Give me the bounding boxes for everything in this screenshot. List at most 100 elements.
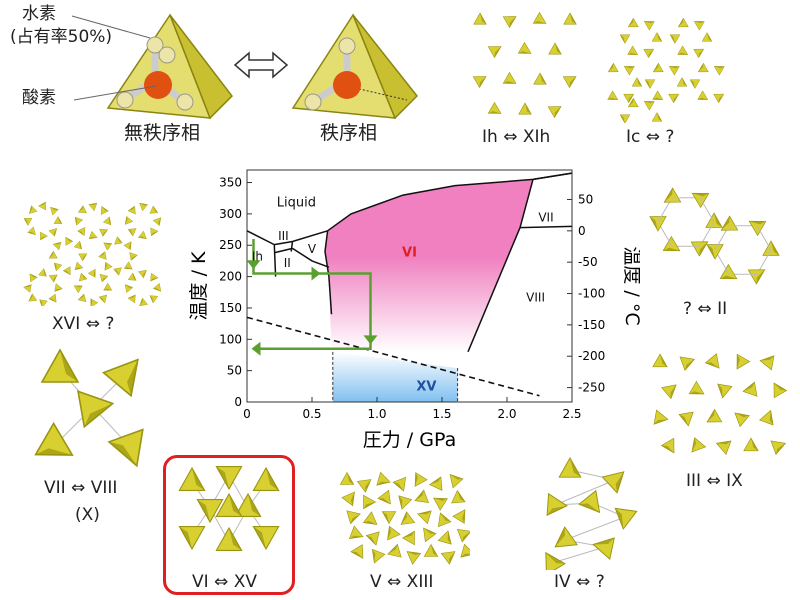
tetrahedron — [124, 284, 134, 294]
tetrahedron — [651, 112, 663, 122]
bond — [699, 197, 715, 223]
tetrahedron — [348, 525, 364, 540]
boundary-v-vi — [324, 230, 330, 277]
ic-q-label: Ic ⇔ ? — [626, 127, 675, 147]
tetrahedron — [27, 226, 36, 236]
ordered-phase-label: 秩序相 — [320, 122, 378, 144]
tetrahedron — [28, 293, 38, 302]
phase-vi-region — [325, 179, 533, 352]
tetrahedron — [669, 34, 681, 44]
tetrahedron — [48, 228, 58, 237]
ice-v-structure — [339, 471, 470, 565]
y-axis-label: 温度 / K — [188, 251, 210, 320]
ice-xvi-structure — [23, 201, 162, 306]
tetrahedron — [601, 471, 625, 494]
tetrahedron — [688, 380, 705, 395]
tetrahedron — [38, 268, 47, 277]
x-tick-label: 2.5 — [562, 407, 581, 421]
tetrahedron — [473, 12, 487, 25]
tetrahedron — [713, 66, 725, 76]
tetrahedron — [124, 215, 134, 225]
tetrahedron — [547, 106, 562, 119]
ice-iv-structure — [545, 457, 638, 570]
tetrahedron — [652, 62, 664, 73]
tetrahedron — [663, 187, 682, 203]
vii-viii-sub-label: (X) — [75, 505, 100, 525]
tetrahedron — [417, 510, 432, 525]
double-arrow-icon — [233, 51, 289, 79]
tetrahedron — [652, 353, 668, 368]
phase-label-xv: XV — [416, 380, 436, 395]
tetrahedron — [631, 77, 643, 87]
tetrahedron — [87, 268, 96, 278]
tetrahedron — [643, 48, 655, 59]
tetrahedron — [691, 192, 710, 209]
iv-q-label: IV ⇔ ? — [554, 572, 605, 592]
y-tick-label: 300 — [219, 207, 242, 221]
tetrahedron — [414, 472, 428, 487]
tetrahedron — [215, 492, 243, 517]
y2-tick-label: -250 — [578, 381, 605, 395]
phase-label-ii: II — [284, 256, 291, 270]
tetrahedron — [705, 212, 723, 228]
pointer-lines — [71, 15, 157, 101]
tetrahedron — [48, 293, 57, 303]
y2-tick-label: -50 — [578, 255, 598, 269]
tetrahedron — [234, 492, 262, 517]
tetrahedron — [693, 48, 705, 59]
tetrahedron — [401, 530, 415, 546]
tetrahedron — [662, 235, 681, 252]
tetrahedron — [78, 253, 88, 262]
y-tick-label: 350 — [219, 176, 242, 190]
tetrahedron — [28, 205, 38, 214]
tetrahedron — [423, 527, 437, 543]
tetrahedron — [546, 492, 568, 517]
tetrahedron — [363, 494, 377, 510]
x-tick-label: 0 — [243, 407, 251, 421]
tetrahedron — [149, 205, 159, 214]
tetrahedron — [65, 236, 74, 246]
tetrahedron — [743, 437, 759, 452]
tetrahedron — [433, 497, 448, 511]
tetrahedron — [48, 250, 58, 259]
phase-diagram: 0 0.5 1.0 1.5 2.0 2.5 0 50 100 150 200 250 300 350 50 0… — [188, 169, 640, 451]
tetrahedron — [127, 228, 137, 237]
boundary-order-disorder — [246, 316, 540, 397]
tetrahedron — [139, 202, 149, 212]
tetrahedron — [607, 90, 619, 100]
tetrahedron — [706, 408, 723, 423]
tetrahedron — [651, 32, 663, 42]
tetrahedron — [139, 297, 149, 306]
tetrahedron — [627, 17, 639, 28]
tetrahedron — [697, 62, 709, 73]
tetrahedron — [428, 476, 443, 491]
tetrahedron — [548, 42, 562, 55]
tetrahedron — [90, 298, 99, 306]
tetrahedron — [619, 34, 631, 44]
phase-label-vii: VII — [538, 210, 553, 224]
tetrahedron — [77, 390, 115, 429]
tetrahedron — [649, 216, 667, 232]
x-tick-label: 2.0 — [497, 407, 516, 421]
tetrahedron — [77, 205, 87, 214]
y-tick-label: 200 — [219, 270, 242, 284]
boundary-ii-vi — [328, 276, 333, 315]
tetrahedron — [460, 543, 470, 558]
tetrahedron — [100, 205, 109, 215]
tetrahedron — [773, 382, 788, 399]
bond — [756, 225, 772, 251]
tetrahedron — [614, 507, 638, 530]
y-tick-label: 100 — [219, 332, 242, 346]
tetrahedron — [677, 17, 689, 28]
tetrahedron — [502, 71, 517, 84]
x-tick-label: 0.5 — [302, 407, 321, 421]
tetrahedron — [387, 543, 402, 558]
tetrahedron — [52, 241, 62, 251]
tetrahedron — [178, 466, 206, 491]
tetrahedron — [54, 283, 63, 292]
boundary-vi-vii — [519, 179, 534, 228]
tetrahedron — [104, 261, 113, 271]
boundary-vi-viii — [467, 227, 521, 353]
tetrahedron — [53, 262, 63, 272]
tetrahedron — [627, 97, 639, 108]
